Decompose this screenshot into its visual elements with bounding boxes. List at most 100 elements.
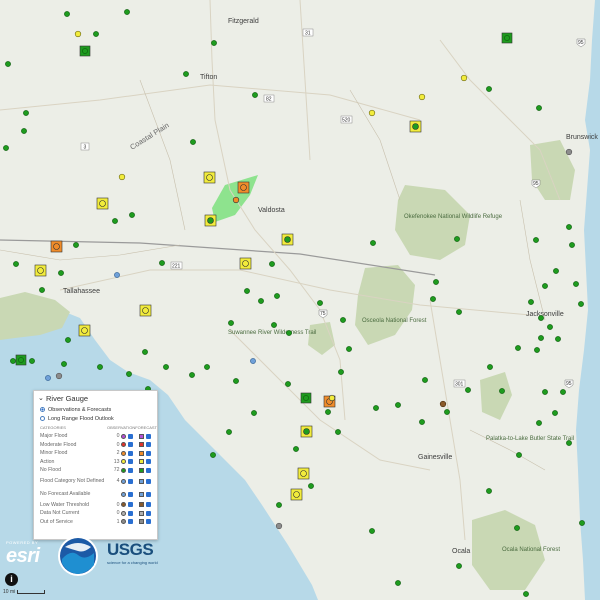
gauge-marker-low-water[interactable] — [439, 400, 447, 408]
gauge-marker[interactable] — [45, 375, 51, 381]
gauge-marker[interactable] — [465, 387, 471, 393]
gauge-marker[interactable] — [274, 293, 280, 299]
gauge-marker[interactable] — [293, 446, 299, 452]
gauge-forecast-marker[interactable] — [203, 171, 216, 184]
gauge-marker[interactable] — [65, 337, 71, 343]
gauge-marker[interactable] — [21, 128, 27, 134]
legend-row[interactable]: No Flood 72 — [34, 466, 157, 475]
gauge-marker[interactable] — [29, 358, 35, 364]
gauge-marker[interactable] — [553, 268, 559, 274]
gauge-marker[interactable] — [533, 237, 539, 243]
gauge-marker[interactable] — [114, 272, 120, 278]
gauge-marker[interactable] — [370, 240, 376, 246]
gauge-marker[interactable] — [93, 31, 99, 37]
checkbox-forecast[interactable] — [146, 502, 151, 508]
gauge-marker[interactable] — [286, 330, 292, 336]
gauge-marker[interactable] — [486, 86, 492, 92]
gauge-marker[interactable] — [487, 364, 493, 370]
gauge-marker[interactable] — [97, 364, 103, 370]
gauge-marker[interactable] — [340, 317, 346, 323]
gauge-marker[interactable] — [73, 242, 79, 248]
gauge-marker[interactable] — [13, 261, 19, 267]
gauge-marker[interactable] — [460, 74, 468, 82]
gauge-forecast-marker[interactable] — [300, 392, 312, 404]
gauge-marker[interactable] — [233, 378, 239, 384]
legend-row[interactable]: Flood Category Not Defined 4 — [34, 475, 157, 488]
gauge-marker[interactable] — [368, 109, 376, 117]
gauge-forecast-marker[interactable] — [78, 324, 91, 337]
checkbox-forecast[interactable] — [146, 478, 151, 484]
gauge-marker[interactable] — [228, 320, 234, 326]
legend-row[interactable]: Action 13 — [34, 458, 157, 467]
legend-row[interactable]: Data Not Current 0 — [34, 509, 157, 518]
gauge-marker[interactable] — [325, 409, 331, 415]
gauge-marker[interactable] — [74, 30, 82, 38]
gauge-forecast-marker[interactable] — [15, 354, 27, 366]
gauge-marker[interactable] — [251, 410, 257, 416]
gauge-marker[interactable] — [538, 315, 544, 321]
option-long-range-outlook[interactable]: Long Range Flood Outlook — [34, 414, 157, 423]
gauge-marker[interactable] — [211, 40, 217, 46]
radio-selected-icon[interactable] — [40, 407, 45, 412]
gauge-marker[interactable] — [430, 296, 436, 302]
gauge-marker[interactable] — [552, 410, 558, 416]
gauge-marker[interactable] — [444, 409, 450, 415]
gauge-marker[interactable] — [395, 402, 401, 408]
gauge-marker[interactable] — [566, 440, 572, 446]
legend-row[interactable]: Major Flood 0 — [34, 432, 157, 441]
gauge-marker[interactable] — [269, 261, 275, 267]
legend-row[interactable]: No Forecast Available — [34, 488, 157, 501]
gauge-forecast-marker[interactable] — [281, 233, 294, 246]
gauge-forecast-marker[interactable] — [300, 425, 313, 438]
gauge-marker[interactable] — [183, 71, 189, 77]
gauge-marker[interactable] — [5, 61, 11, 67]
gauges-forecast-no-flood[interactable] — [15, 32, 513, 404]
gauges-action[interactable] — [74, 30, 468, 181]
gauge-marker[interactable] — [499, 388, 505, 394]
gauge-marker[interactable] — [346, 346, 352, 352]
gauge-marker[interactable] — [250, 358, 256, 364]
checkbox-observation[interactable] — [128, 502, 134, 508]
gauge-forecast-marker[interactable] — [501, 32, 513, 44]
gauge-marker[interactable] — [163, 364, 169, 370]
gauge-marker[interactable] — [569, 242, 575, 248]
info-icon[interactable]: i — [5, 573, 18, 586]
checkbox-observation[interactable] — [128, 467, 134, 473]
gauge-marker[interactable] — [456, 563, 462, 569]
gauge-marker[interactable] — [536, 105, 542, 111]
gauge-marker[interactable] — [542, 389, 548, 395]
checkbox-forecast[interactable] — [146, 519, 151, 525]
gauge-marker[interactable] — [124, 9, 130, 15]
gauge-marker[interactable] — [514, 525, 520, 531]
gauge-forecast-marker[interactable] — [96, 197, 109, 210]
legend-row[interactable]: Low Water Threshold 0 — [34, 501, 157, 510]
checkbox-forecast[interactable] — [146, 450, 151, 456]
gauge-marker[interactable] — [422, 377, 428, 383]
gauge-marker[interactable] — [579, 520, 585, 526]
gauge-marker[interactable] — [317, 300, 323, 306]
gauge-marker[interactable] — [528, 299, 534, 305]
gauge-marker[interactable] — [3, 145, 9, 151]
checkbox-observation[interactable] — [128, 459, 134, 465]
checkbox-forecast[interactable] — [146, 510, 151, 516]
gauge-marker[interactable] — [258, 298, 264, 304]
gauge-forecast-marker[interactable] — [34, 264, 47, 277]
gauge-marker[interactable] — [210, 452, 216, 458]
gauge-marker[interactable] — [573, 281, 579, 287]
legend-row[interactable]: Moderate Flood 0 — [34, 441, 157, 450]
chevron-down-icon[interactable]: ⌄ — [38, 395, 44, 402]
gauge-marker[interactable] — [129, 212, 135, 218]
gauge-marker[interactable] — [285, 381, 291, 387]
gauge-marker[interactable] — [23, 110, 29, 116]
gauge-marker[interactable] — [271, 322, 277, 328]
checkbox-observation[interactable] — [128, 450, 134, 456]
gauge-marker[interactable] — [456, 309, 462, 315]
legend-row[interactable]: Minor Flood 2 — [34, 449, 157, 458]
gauge-marker[interactable] — [486, 488, 492, 494]
gauge-marker[interactable] — [39, 287, 45, 293]
gauge-marker[interactable] — [275, 522, 283, 530]
gauge-marker[interactable] — [126, 371, 132, 377]
legend-header[interactable]: ⌄ River Gauge — [34, 391, 157, 405]
gauge-marker[interactable] — [58, 270, 64, 276]
gauge-marker[interactable] — [335, 429, 341, 435]
